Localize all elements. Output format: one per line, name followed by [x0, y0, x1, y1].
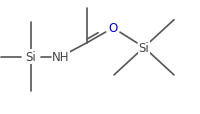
Text: NH: NH [52, 51, 70, 63]
Text: Si: Si [139, 41, 149, 54]
Text: Si: Si [26, 51, 36, 63]
Text: O: O [108, 22, 118, 35]
